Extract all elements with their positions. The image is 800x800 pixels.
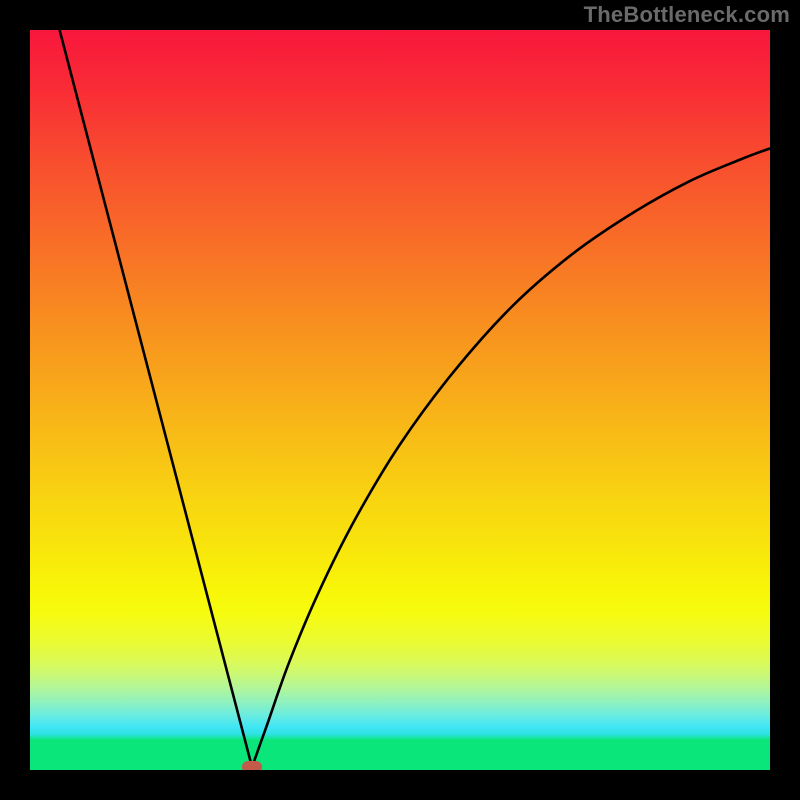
watermark-label: TheBottleneck.com	[584, 2, 790, 28]
frame-left	[0, 0, 30, 800]
bottom-band	[30, 740, 770, 770]
bottleneck-chart	[0, 0, 800, 800]
chart-stage: TheBottleneck.com	[0, 0, 800, 800]
frame-bottom	[0, 770, 800, 800]
gradient-background	[30, 30, 770, 740]
frame-right	[770, 0, 800, 800]
